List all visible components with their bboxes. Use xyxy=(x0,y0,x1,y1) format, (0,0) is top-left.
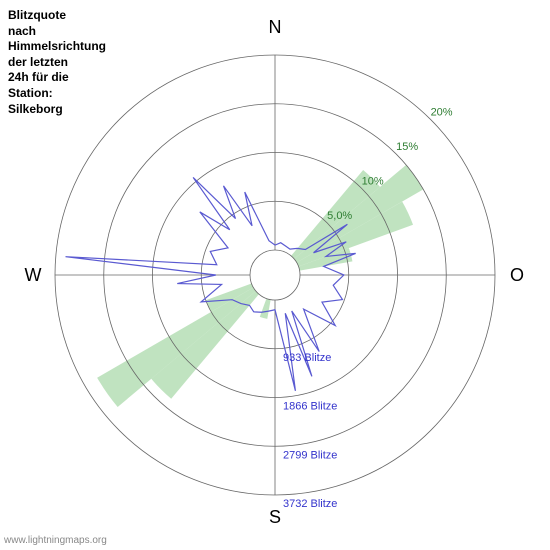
title-line: 24h für die xyxy=(8,70,69,84)
title-line: Station: xyxy=(8,86,53,100)
cardinal-w: W xyxy=(25,265,42,285)
pct-label: 20% xyxy=(431,106,453,118)
blitze-label: 2799 Blitze xyxy=(283,449,337,461)
inner-ring xyxy=(250,250,300,300)
pct-label: 5,0% xyxy=(327,210,352,222)
title-line: Silkeborg xyxy=(8,102,63,116)
cardinal-s: S xyxy=(269,507,281,527)
blitze-label: 1866 Blitze xyxy=(283,401,337,413)
title-line: der letzten xyxy=(8,55,68,69)
pct-label: 15% xyxy=(396,141,418,153)
cardinal-e: O xyxy=(510,265,524,285)
title-line: Blitzquote xyxy=(8,8,66,22)
title-line: Himmelsrichtung xyxy=(8,39,106,53)
title-line: nach xyxy=(8,24,36,38)
attribution: www.lightningmaps.org xyxy=(4,535,107,546)
blitze-label: 933 Blitze xyxy=(283,352,331,364)
chart-title: Blitzquote nach Himmelsrichtung der letz… xyxy=(8,8,106,117)
green-sector xyxy=(260,298,271,318)
cardinal-n: N xyxy=(269,17,282,37)
blitze-label: 3732 Blitze xyxy=(283,498,337,510)
pct-label: 10% xyxy=(362,175,384,187)
